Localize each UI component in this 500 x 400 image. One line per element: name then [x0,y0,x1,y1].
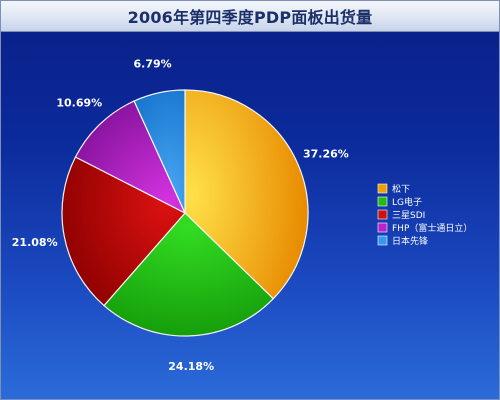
legend-label-4: FHP（富士通日立） [392,222,472,234]
legend-label-5: 日本先锋 [392,235,428,247]
legend-swatch-5 [377,235,388,246]
pie-slice-1 [184,89,309,300]
pie-chart: 37.26% 24.18% 21.08% 10.69% 6.79% 松下LG电子三星SD… [12,58,473,373]
slice-value-label-2: 24.18% [168,360,214,373]
slice-value-label-3: 21.08% [12,236,58,249]
legend-label-2: LG电子 [392,196,422,208]
legend-swatch-2 [377,196,388,207]
pie-slice-5 [133,89,186,214]
legend-label-3: 三星SDI [392,210,425,221]
slice-value-label-1: 37.26% [303,147,349,160]
chart-title-bar: 2006年第四季度PDP面板出货量 [1,1,499,32]
pie-slice-3 [61,156,186,307]
pie-slice-2 [103,212,275,337]
slice-value-label-4: 10.69% [56,96,102,109]
legend-label-1: 松下 [392,183,410,195]
pie-slice-4 [74,100,187,215]
legend-swatch-3 [377,209,388,220]
legend-swatch-4 [377,222,388,233]
slice-value-label-5: 6.79% [134,58,172,71]
legend-swatch-1 [377,183,388,194]
chart-title: 2006年第四季度PDP面板出货量 [127,8,373,27]
